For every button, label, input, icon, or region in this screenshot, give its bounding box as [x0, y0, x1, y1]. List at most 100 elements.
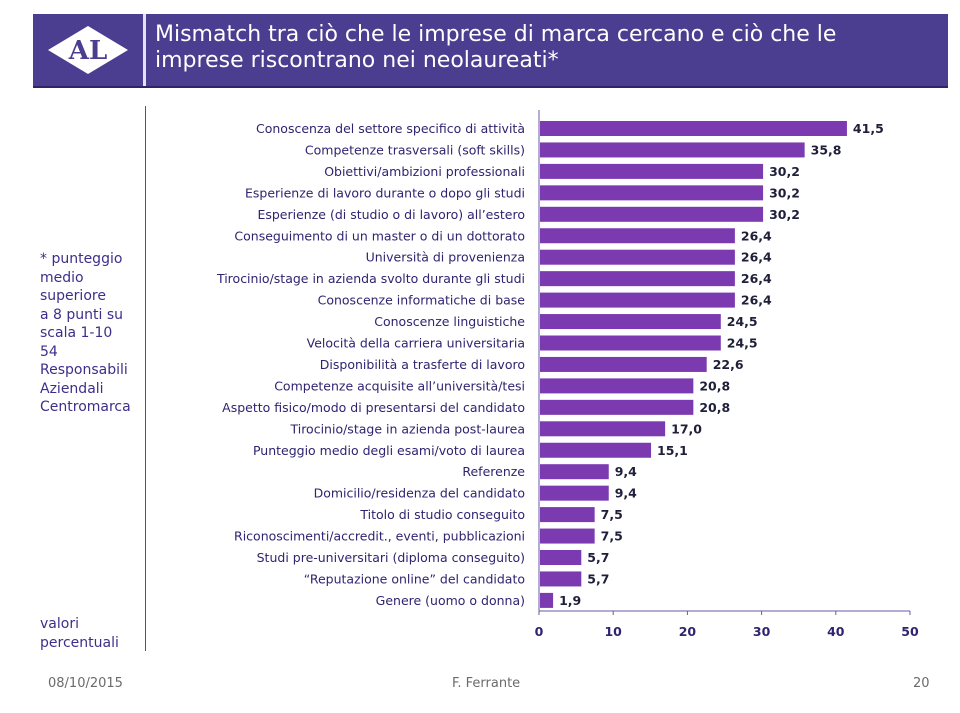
data-label: 20,8	[699, 400, 730, 415]
bar	[540, 185, 764, 201]
bar	[540, 314, 721, 330]
bar	[540, 292, 735, 308]
side-note-line: superiore	[40, 288, 106, 304]
footer-author: F. Ferrante	[452, 676, 521, 691]
title-line-1: Mismatch tra ciò che le imprese di marca…	[155, 22, 837, 47]
data-label: 24,5	[727, 314, 758, 329]
data-label: 24,5	[727, 336, 758, 351]
bar	[540, 335, 721, 351]
data-label: 9,4	[615, 464, 637, 479]
side-note-line: * punteggio	[40, 251, 123, 267]
side-note-line: medio	[40, 269, 84, 286]
data-label: 7,5	[601, 529, 623, 544]
bar	[540, 271, 735, 287]
side-note-line: a 8 punti su	[40, 306, 124, 323]
header-divider	[143, 14, 146, 86]
bar	[540, 206, 764, 222]
bar	[540, 399, 694, 415]
x-tick-label: 10	[604, 624, 622, 639]
x-tick-label: 30	[753, 624, 771, 639]
category-label: Disponibilità a trasferte di lavoro	[320, 357, 525, 372]
bar	[540, 571, 582, 587]
side-note-line: Centromarca	[40, 399, 131, 415]
bar	[540, 356, 707, 372]
side-note: * punteggio medio superiore a 8 punti su…	[40, 250, 150, 417]
category-label: Punteggio medio degli esami/voto di laur…	[253, 443, 525, 458]
category-label: Conseguimento di un master o di un dotto…	[234, 228, 525, 243]
bar	[540, 550, 582, 565]
bar	[540, 592, 554, 608]
bar	[540, 249, 735, 265]
category-label: Referenze	[462, 464, 525, 479]
data-label: 9,4	[615, 486, 637, 501]
category-label: Tirocinio/stage in azienda post-laurea	[289, 421, 525, 436]
x-tick-label: 50	[901, 624, 919, 639]
category-label: Conoscenza del settore specifico di atti…	[256, 121, 525, 136]
bar	[540, 421, 666, 437]
data-label: 22,6	[713, 357, 744, 372]
category-label: Conoscenze informatiche di base	[318, 293, 526, 308]
x-tick-label: 40	[827, 624, 845, 639]
data-label: 35,8	[811, 142, 842, 157]
category-label: Domicilio/residenza del candidato	[314, 486, 525, 501]
data-label: 26,4	[741, 250, 772, 265]
category-label: “Reputazione online” del candidato	[304, 571, 525, 586]
data-label: 26,4	[741, 271, 772, 286]
slide-title: Mismatch tra ciò che le imprese di marca…	[155, 22, 935, 74]
data-label: 26,4	[741, 293, 772, 308]
data-label: 7,5	[601, 507, 623, 522]
title-line-2: imprese riscontrano nei neolaureati*	[155, 48, 559, 73]
category-label: Esperienze di lavoro durante o dopo gli …	[245, 185, 525, 200]
data-label: 20,8	[699, 378, 730, 393]
bar	[540, 142, 805, 158]
category-label: Conoscenze linguistiche	[374, 314, 525, 329]
side-note-line: 54	[40, 343, 58, 360]
category-label: Genere (uomo o donna)	[376, 593, 525, 608]
data-label: 30,2	[769, 164, 800, 179]
title-underline	[33, 86, 948, 88]
category-label: Titolo di studio conseguito	[359, 507, 525, 522]
left-vertical-rule	[145, 106, 146, 651]
data-label: 15,1	[657, 443, 688, 458]
bar	[540, 442, 652, 458]
bar	[540, 228, 735, 244]
footer-date: 08/10/2015	[48, 676, 123, 691]
data-label: 5,7	[587, 571, 609, 586]
bar	[540, 121, 847, 136]
bar	[540, 485, 609, 501]
data-label: 5,7	[587, 550, 609, 565]
bar	[540, 464, 609, 480]
side-note-line: scala 1-10	[40, 325, 113, 341]
side-note-line: Responsabili	[40, 362, 128, 378]
logo-box: AL	[33, 14, 143, 86]
data-label: 26,4	[741, 228, 772, 243]
data-label: 17,0	[671, 421, 702, 436]
bar	[540, 528, 595, 544]
x-tick-label: 0	[535, 624, 544, 639]
category-label: Studi pre-universitari (diploma consegui…	[257, 550, 525, 565]
category-label: Esperienze (di studio o di lavoro) all’e…	[257, 207, 525, 222]
bar	[540, 163, 764, 179]
category-label: Aspetto fisico/modo di presentarsi del c…	[222, 400, 525, 415]
data-label: 1,9	[559, 593, 581, 608]
data-label: 30,2	[769, 207, 800, 222]
valori-line: percentuali	[40, 634, 119, 651]
bar	[540, 378, 694, 394]
x-tick-label: 20	[679, 624, 697, 639]
slide-header: AL Mismatch tra ciò che le imprese di ma…	[33, 14, 948, 86]
bar	[540, 507, 595, 523]
data-label: 30,2	[769, 185, 800, 200]
side-note-line: Aziendali	[40, 380, 104, 397]
category-label: Competenze trasversali (soft skills)	[305, 142, 525, 157]
data-label: 41,5	[853, 121, 884, 136]
category-label: Competenze acquisite all’università/tesi	[274, 378, 525, 393]
category-label: Obiettivi/ambizioni professionali	[324, 164, 525, 179]
al-logo-icon: AL	[48, 26, 128, 74]
footer-page-number: 20	[913, 676, 930, 691]
category-label: Università di provenienza	[366, 250, 525, 265]
valori-note: valori percentuali	[40, 615, 150, 652]
valori-line: valori	[40, 616, 79, 632]
category-label: Velocità della carriera universitaria	[307, 336, 525, 351]
category-label: Riconoscimenti/accredit., eventi, pubbli…	[234, 529, 525, 544]
